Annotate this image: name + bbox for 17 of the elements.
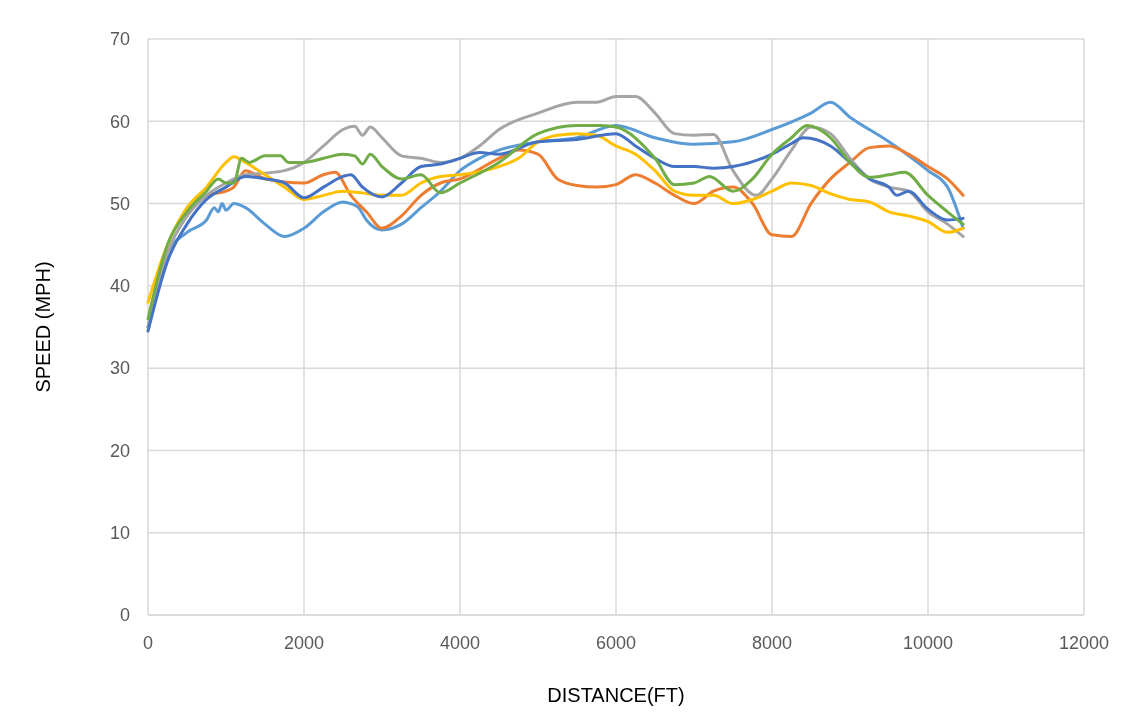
x-tick-label: 8000 [751,633,793,653]
y-tick-label: 20 [109,440,130,461]
y-tick-label: 10 [109,523,130,544]
x-tick-label: 12000 [1058,633,1110,653]
x-tick-label: 6000 [595,633,637,653]
x-tick-label: 0 [142,633,154,653]
y-tick-label: 70 [109,29,130,50]
x-tick-label: 2000 [283,633,325,653]
y-tick-label: 40 [109,276,130,297]
y-tick-label: 30 [109,358,130,379]
y-tick-label: 50 [109,193,130,214]
y-axis-title: SPEED (MPH) [32,261,54,393]
y-tick-label: 0 [119,605,130,626]
x-tick-label: 10000 [902,633,954,653]
y-tick-label: 60 [109,111,130,132]
x-axis-title: DISTANCE(FT) [547,684,685,706]
x-tick-label: 4000 [439,633,481,653]
